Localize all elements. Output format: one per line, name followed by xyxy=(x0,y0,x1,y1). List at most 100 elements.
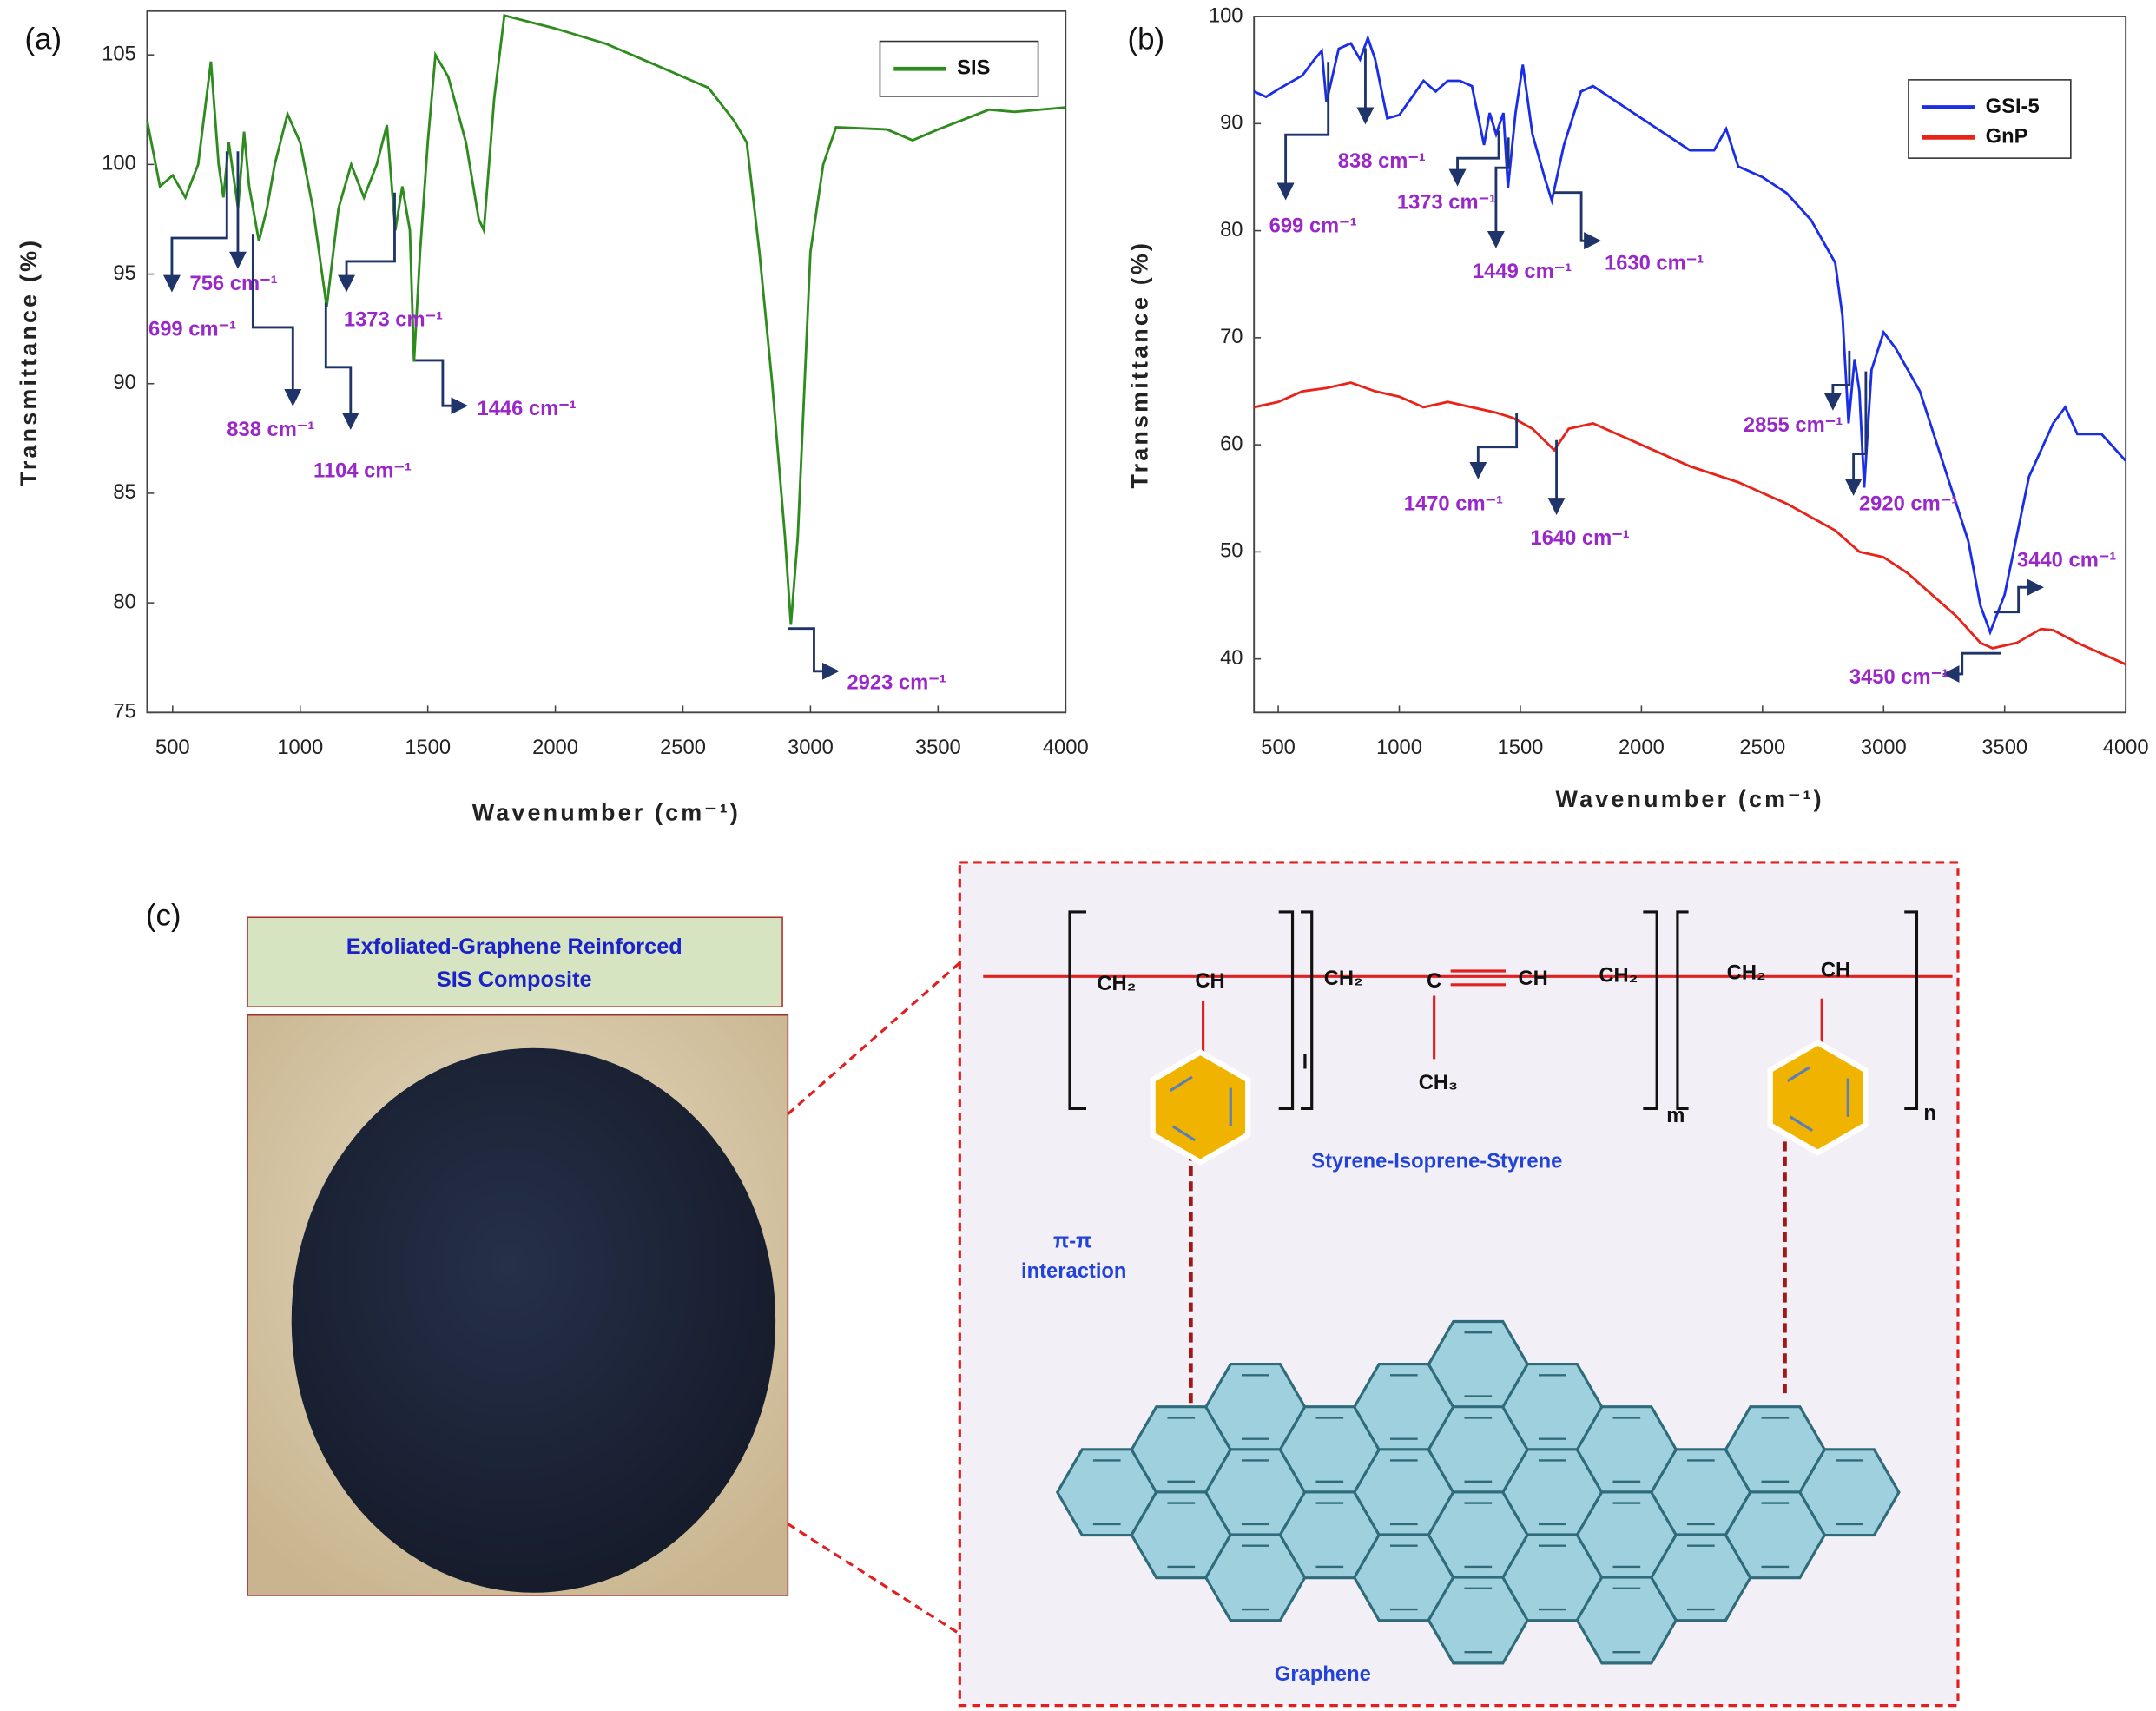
chem-group: C xyxy=(1427,969,1441,993)
annotation-arrow xyxy=(1487,137,1510,248)
repeat-subscript: l xyxy=(1302,1050,1309,1074)
annotation: 1104 cm⁻¹ xyxy=(313,459,412,482)
bracket xyxy=(1643,910,1658,1110)
y-tick-label: 105 xyxy=(102,42,136,65)
annotation: 1449 cm⁻¹ xyxy=(1473,260,1572,283)
repeat-subscript: n xyxy=(1923,1101,1936,1125)
chem-group: CH₂ xyxy=(1324,967,1363,990)
annotation: 838 cm⁻¹ xyxy=(227,418,314,441)
annotation: 699 cm⁻¹ xyxy=(148,317,236,340)
y-tick-label: 100 xyxy=(102,152,136,175)
zoom-line xyxy=(787,961,961,1115)
annotation-arrow xyxy=(1994,578,2044,614)
pi-links xyxy=(1188,1120,1787,1406)
styrene-rings xyxy=(1150,1039,1869,1166)
panel-label: (b) xyxy=(1128,23,1165,56)
y-tick-label: 85 xyxy=(113,480,135,504)
annotation: 2923 cm⁻¹ xyxy=(847,671,946,694)
chem-group: CH₂ xyxy=(1097,972,1136,995)
annotation-arrow xyxy=(1553,191,1602,250)
title-line: SIS Composite xyxy=(437,968,592,992)
chem-group: CH₃ xyxy=(1419,1071,1458,1094)
y-axis-title: Transmittance (%) xyxy=(16,238,42,486)
annotation-arrow xyxy=(1276,62,1330,201)
x-tick-label: 4000 xyxy=(1043,736,1089,759)
x-tick-label: 3500 xyxy=(1981,736,2027,759)
chart: (a) Transmittance (%) Wavenumber (cm⁻¹) 500… xyxy=(16,10,1089,826)
annotation: 699 cm⁻¹ xyxy=(1269,215,1357,238)
repeat-subscript: m xyxy=(1666,1104,1685,1127)
annotation-arrow xyxy=(1844,371,1868,496)
x-tick-label: 3000 xyxy=(788,736,834,759)
panel-c: (c) Exfoliated-Graphene Reinforced SIS C… xyxy=(146,861,1960,1708)
x-tick-label: 2000 xyxy=(1619,736,1665,759)
y-tick-label: 100 xyxy=(1209,3,1243,27)
annotation: 1373 cm⁻¹ xyxy=(344,307,443,331)
y-tick-label: 80 xyxy=(113,590,135,613)
annotation: 3440 cm⁻¹ xyxy=(2017,548,2116,571)
x-tick-label: 3000 xyxy=(1861,736,1907,759)
graphene-sheet xyxy=(1055,1319,1901,1665)
annotation: 1446 cm⁻¹ xyxy=(477,397,576,420)
title-line: Exfoliated-Graphene Reinforced xyxy=(346,935,682,959)
annotation: 1640 cm⁻¹ xyxy=(1530,526,1629,550)
x-tick-label: 2500 xyxy=(1739,736,1785,759)
chem-group: CH xyxy=(1195,969,1224,993)
benzene-ring xyxy=(1150,1048,1251,1166)
x-axis-title: Wavenumber (cm⁻¹) xyxy=(1556,786,1824,812)
y-tick-label: 70 xyxy=(1220,325,1243,348)
annotation-arrow xyxy=(162,151,228,293)
y-tick-label: 90 xyxy=(1220,111,1243,135)
plot-frame xyxy=(1253,16,2127,714)
x-tick-label: 2500 xyxy=(660,736,706,759)
annotation: 756 cm⁻¹ xyxy=(190,272,278,295)
x-tick-label: 500 xyxy=(1261,736,1296,759)
legend: SIS xyxy=(879,40,1039,97)
y-tick-label: 60 xyxy=(1220,432,1243,455)
annotation-arrow xyxy=(1823,350,1851,411)
bracket xyxy=(1301,910,1314,1110)
x-axis-title: Wavenumber (cm⁻¹) xyxy=(472,800,741,826)
y-tick-label: 40 xyxy=(1220,646,1243,670)
hexagon xyxy=(1798,1448,1901,1537)
graphene-label: Graphene xyxy=(1275,1662,1371,1686)
annotation-arrow xyxy=(415,359,469,415)
annotation-arrow xyxy=(324,302,359,430)
chart: (b) Transmittance (%) Wavenumber (cm⁻¹) 500… xyxy=(1126,3,2148,811)
spectrum-line xyxy=(146,13,1066,625)
annotation: 1373 cm⁻¹ xyxy=(1397,191,1496,215)
y-axis-title: Transmittance (%) xyxy=(1126,241,1152,489)
plot-frame xyxy=(146,10,1067,714)
chem-group: CH xyxy=(1821,958,1850,981)
ring-bond xyxy=(1786,1066,1810,1083)
benzene-ring xyxy=(1767,1039,1869,1156)
annotation: 1630 cm⁻¹ xyxy=(1605,251,1704,274)
x-tick-label: 2000 xyxy=(532,736,578,759)
panel-label: (c) xyxy=(146,898,181,932)
annotation-arrow xyxy=(251,234,302,407)
interaction-label: interaction xyxy=(1021,1259,1126,1283)
annotation: 2920 cm⁻¹ xyxy=(1859,492,1958,515)
bonds xyxy=(1202,969,1823,1060)
charts: (a) Transmittance (%) Wavenumber (cm⁻¹) 500… xyxy=(16,3,2149,825)
y-tick-label: 75 xyxy=(113,700,135,723)
x-tick-label: 3500 xyxy=(915,736,961,759)
y-tick-label: 95 xyxy=(113,261,135,285)
bracket xyxy=(1676,910,1689,1110)
brackets xyxy=(1068,910,1919,1110)
annotation: 3450 cm⁻¹ xyxy=(1849,665,1948,689)
spectrum-line xyxy=(1253,381,2126,666)
y-tick-label: 90 xyxy=(113,371,135,394)
zoom-line xyxy=(787,1523,961,1635)
annotation: 2855 cm⁻¹ xyxy=(1744,413,1843,437)
legend-label: GSI-5 xyxy=(1986,95,2040,118)
x-tick-label: 1500 xyxy=(1498,736,1544,759)
bracket xyxy=(1278,910,1295,1110)
legend-label: GnP xyxy=(1986,125,2028,149)
annotation: 838 cm⁻¹ xyxy=(1338,149,1426,173)
chem-group: CH xyxy=(1518,967,1547,990)
structure-text: CH₂ CH CH₂ C CH CH₂ CH₂ CH CH₃ l m n xyxy=(1097,958,1935,1127)
x-tick-label: 1000 xyxy=(1376,736,1422,759)
y-tick-label: 80 xyxy=(1220,218,1243,241)
